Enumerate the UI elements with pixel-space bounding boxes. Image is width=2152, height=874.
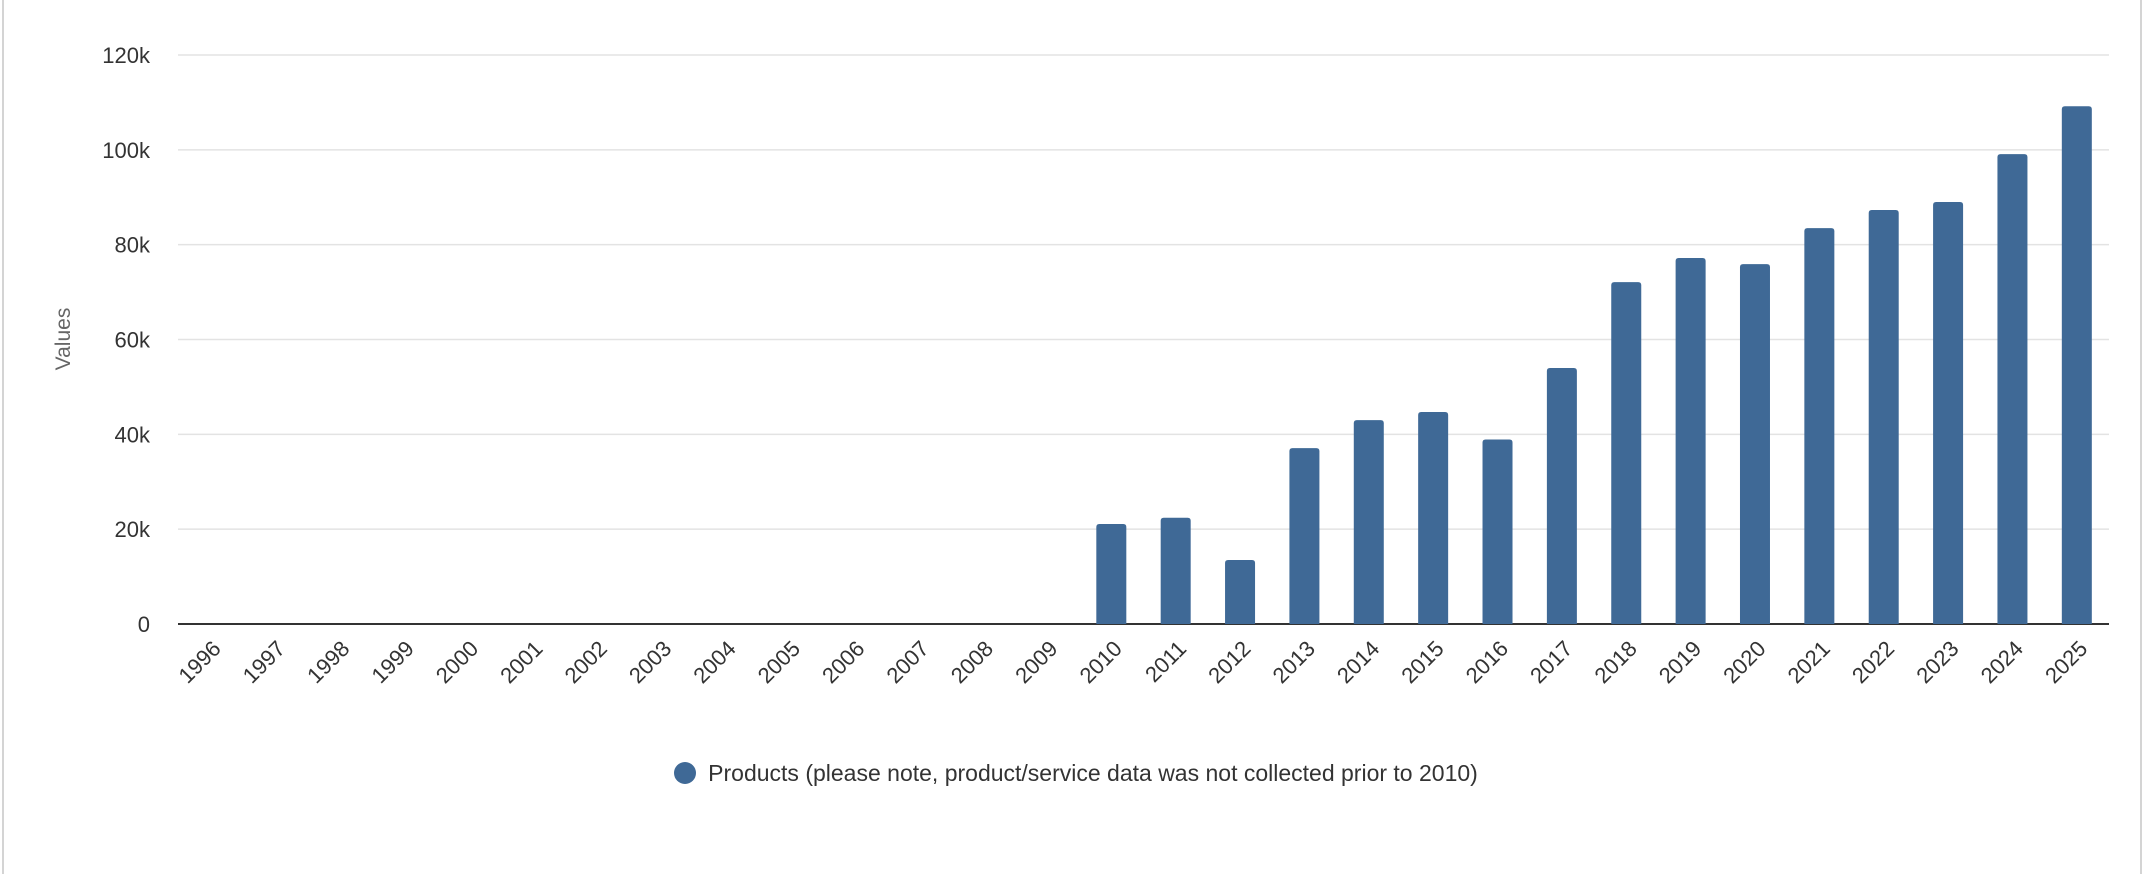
x-tick-label: 1998 <box>302 636 354 688</box>
legend-label: Products (please note, product/service d… <box>708 760 1478 786</box>
x-tick-label: 2018 <box>1589 636 1641 688</box>
x-tick-label: 2007 <box>881 636 933 688</box>
x-tick-label: 1997 <box>238 636 290 688</box>
bar-2014[interactable] <box>1353 420 1384 624</box>
y-tick-label: 60k <box>115 328 151 353</box>
bar-2013[interactable] <box>1289 448 1320 624</box>
bar-2010[interactable] <box>1096 523 1127 624</box>
x-tick-label: 2020 <box>1718 636 1770 688</box>
x-tick-label: 2013 <box>1268 636 1320 688</box>
x-tick-label: 2008 <box>946 636 998 688</box>
bar-2016[interactable] <box>1482 439 1513 624</box>
x-tick-label: 2009 <box>1010 636 1062 688</box>
x-tick-label: 2006 <box>817 636 869 688</box>
bar-2012[interactable] <box>1225 559 1256 624</box>
x-tick-label: 2005 <box>753 636 805 688</box>
x-tick-label: 2025 <box>2040 636 2092 688</box>
legend-marker <box>674 762 697 784</box>
x-tick-label: 2015 <box>1396 636 1448 688</box>
x-tick-label: 1999 <box>367 636 419 688</box>
x-tick-label: 2012 <box>1203 636 1255 688</box>
x-tick-label: 2019 <box>1654 636 1706 688</box>
x-tick-label: 2000 <box>431 636 483 688</box>
bar-2023[interactable] <box>1933 201 1964 624</box>
bar-2020[interactable] <box>1739 264 1770 624</box>
x-tick-label: 2023 <box>1911 636 1963 688</box>
x-tick-label: 2001 <box>495 636 547 688</box>
x-tick-label: 2014 <box>1332 636 1384 688</box>
y-tick-label: 120k <box>102 43 151 68</box>
x-tick-label: 2021 <box>1783 636 1835 688</box>
x-tick-label: 2003 <box>624 636 676 688</box>
bar-2024[interactable] <box>1997 154 2028 624</box>
y-axis-label: Values <box>52 308 75 371</box>
y-tick-label: 40k <box>115 422 151 447</box>
bar-2018[interactable] <box>1611 282 1642 624</box>
x-tick-label: 2011 <box>1140 636 1191 687</box>
y-tick-label: 80k <box>115 233 151 258</box>
y-tick-label: 0 <box>138 612 150 637</box>
x-tick-label: 2017 <box>1525 636 1577 688</box>
x-tick-label: 2004 <box>688 636 740 688</box>
bar-2022[interactable] <box>1868 210 1899 625</box>
y-tick-label: 20k <box>115 517 151 542</box>
bar-2011[interactable] <box>1160 517 1191 624</box>
x-tick-label: 2022 <box>1847 636 1899 688</box>
x-tick-label: 2016 <box>1461 636 1513 688</box>
legend[interactable]: Products (please note, product/service d… <box>0 760 2152 787</box>
x-tick-label: 2002 <box>560 636 612 688</box>
bar-2025[interactable] <box>2061 106 2092 624</box>
x-tick-label: 1996 <box>173 636 225 688</box>
bar-2019[interactable] <box>1675 257 1706 624</box>
x-tick-label: 2010 <box>1075 636 1127 688</box>
x-tick-label: 2024 <box>1976 636 2028 688</box>
y-tick-label: 100k <box>102 138 151 163</box>
bar-2017[interactable] <box>1546 367 1577 624</box>
bar-2021[interactable] <box>1804 228 1835 624</box>
bar-2015[interactable] <box>1418 412 1449 624</box>
